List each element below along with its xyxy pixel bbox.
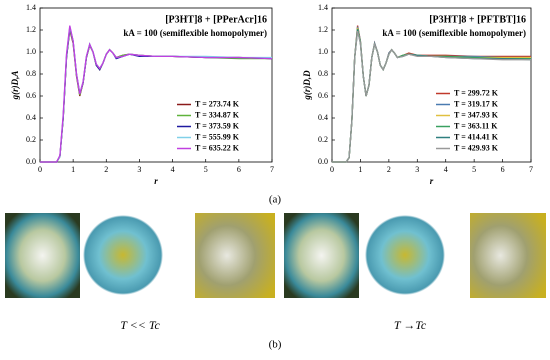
image — [195, 213, 275, 298]
caption: T << Tc — [120, 318, 160, 332]
legend-label: T = 555.99 K — [195, 132, 240, 141]
y-tick-label: 0.2 — [26, 135, 36, 144]
x-tick-label: 5 — [472, 165, 476, 174]
legend-label: T = 334.87 K — [195, 110, 240, 119]
x-tick-label: 1 — [71, 165, 75, 174]
chart-title: [P3HT]8 + [PFTBT]16 — [429, 14, 526, 25]
series-line — [332, 27, 531, 163]
series-line — [40, 27, 273, 163]
y-tick-label: 0.6 — [26, 91, 36, 100]
x-tick-label: 4 — [444, 165, 448, 174]
x-axis-label: r — [154, 176, 158, 186]
y-tick-label: 0.8 — [318, 69, 328, 78]
x-tick-label: 1 — [358, 165, 362, 174]
series-line — [332, 29, 532, 163]
panel-label: (b) — [269, 339, 282, 351]
image — [83, 215, 163, 295]
x-tick-label: 5 — [204, 165, 208, 174]
x-tick-label: 2 — [104, 165, 108, 174]
y-axis-label: g(r)D,D — [302, 70, 312, 101]
y-tick-label: 0.6 — [318, 91, 328, 100]
caption: T →Tc — [394, 318, 427, 332]
legend-label: T = 429.93 K — [454, 143, 499, 152]
x-tick-label: 4 — [171, 165, 175, 174]
image — [5, 213, 80, 298]
x-tick-label: 0 — [330, 165, 334, 174]
x-tick-label: 0 — [38, 165, 42, 174]
y-tick-label: 1.0 — [26, 47, 36, 56]
plot-frame — [331, 7, 532, 163]
legend-label: T = 273.74 K — [195, 99, 240, 108]
legend-label: T = 373.59 K — [195, 121, 240, 130]
y-tick-label: 0.0 — [318, 157, 328, 166]
chart-subtitle: kA = 100 (semiflexible homopolymer) — [382, 28, 526, 38]
x-tick-label: 7 — [270, 165, 274, 174]
series-line — [40, 29, 273, 163]
series-line — [40, 28, 272, 163]
panel-label: (a) — [269, 194, 282, 206]
legend-label: T = 414.41 K — [454, 132, 499, 141]
series-line — [332, 26, 531, 163]
y-axis-label: g(r)D,A — [10, 71, 20, 101]
chart-subtitle: kA = 100 (semiflexible homopolymer) — [123, 28, 267, 38]
legend-label: T = 299.72 K — [454, 88, 499, 97]
x-tick-label: 3 — [415, 165, 419, 174]
x-tick-label: 3 — [137, 165, 141, 174]
y-tick-label: 0.8 — [26, 69, 36, 78]
x-tick-label: 6 — [501, 165, 505, 174]
y-tick-label: 1.4 — [26, 3, 36, 12]
series-line — [40, 26, 272, 163]
plot-frame — [39, 7, 273, 163]
legend-label: T = 635.22 K — [195, 143, 240, 152]
image — [470, 213, 546, 298]
series-line — [332, 28, 531, 163]
image — [365, 215, 445, 295]
y-tick-label: 1.4 — [318, 3, 328, 12]
series-line — [332, 25, 531, 163]
y-tick-label: 0.0 — [26, 157, 36, 166]
image — [284, 213, 359, 298]
x-axis-label: r — [430, 176, 434, 186]
x-tick-label: 6 — [237, 165, 241, 174]
x-tick-label: 7 — [529, 165, 533, 174]
series-line — [40, 25, 273, 163]
y-tick-label: 0.4 — [26, 113, 36, 122]
y-tick-label: 1.0 — [318, 47, 328, 56]
y-tick-label: 0.4 — [318, 113, 328, 122]
chart-title: [P3HT]8 + [PPerAcr]16 — [165, 14, 267, 25]
series-line — [332, 30, 531, 163]
legend-label: T = 347.93 K — [454, 110, 499, 119]
legend-label: T = 363.11 K — [454, 121, 498, 130]
y-tick-label: 1.2 — [26, 25, 36, 34]
y-tick-label: 0.2 — [318, 135, 328, 144]
legend-label: T = 319.17 K — [454, 99, 499, 108]
y-tick-label: 1.2 — [318, 25, 328, 34]
x-tick-label: 2 — [387, 165, 391, 174]
